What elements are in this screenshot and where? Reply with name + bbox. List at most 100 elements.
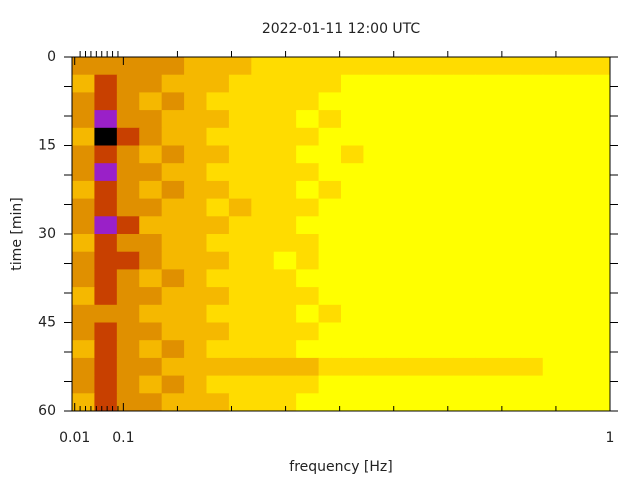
heatmap-cell bbox=[542, 287, 566, 306]
heatmap-cell bbox=[318, 375, 342, 394]
heatmap-cell bbox=[385, 92, 409, 111]
heatmap-cell bbox=[116, 216, 140, 235]
heatmap-cell bbox=[363, 110, 387, 129]
heatmap-cell bbox=[228, 74, 252, 93]
heatmap-cell bbox=[273, 216, 297, 235]
heatmap-cell bbox=[318, 269, 342, 288]
heatmap-cell bbox=[430, 57, 454, 76]
heatmap-cell bbox=[430, 145, 454, 164]
heatmap-cell bbox=[453, 393, 476, 412]
heatmap-cell bbox=[453, 57, 476, 76]
heatmap-cell bbox=[296, 198, 320, 217]
heatmap-cell bbox=[542, 74, 566, 93]
heatmap-cell bbox=[94, 110, 118, 129]
heatmap-cell bbox=[453, 127, 476, 146]
heatmap-cell bbox=[161, 269, 185, 288]
heatmap-cell bbox=[318, 74, 342, 93]
heatmap-cell bbox=[341, 269, 364, 288]
heatmap-cell bbox=[520, 340, 544, 359]
heatmap-cell bbox=[206, 180, 230, 200]
heatmap-cell bbox=[430, 216, 454, 235]
heatmap-cell bbox=[318, 163, 342, 182]
heatmap-cell bbox=[497, 269, 521, 288]
heatmap-cell bbox=[453, 234, 476, 253]
heatmap-cell bbox=[184, 375, 207, 394]
heatmap-cell bbox=[318, 127, 342, 146]
heatmap-cell bbox=[341, 163, 364, 182]
y-tick-label: 15 bbox=[38, 138, 56, 154]
heatmap-cell bbox=[363, 393, 387, 412]
heatmap-cell bbox=[587, 375, 611, 394]
heatmap-cell bbox=[520, 304, 544, 323]
heatmap-cell bbox=[341, 340, 364, 359]
heatmap-cell bbox=[385, 216, 409, 235]
heatmap-cell bbox=[542, 269, 566, 288]
heatmap-cell bbox=[273, 234, 297, 253]
heatmap-cell bbox=[228, 110, 252, 129]
heatmap-cell bbox=[497, 393, 521, 412]
heatmap-cell bbox=[475, 322, 499, 341]
heatmap-cell bbox=[430, 110, 454, 129]
heatmap-cell bbox=[273, 92, 297, 111]
heatmap-cell bbox=[565, 340, 589, 359]
heatmap-cell bbox=[453, 110, 476, 129]
heatmap-cell bbox=[228, 127, 252, 146]
heatmap-cell bbox=[184, 322, 207, 341]
heatmap-cell bbox=[72, 110, 95, 129]
heatmap-cell bbox=[520, 127, 544, 146]
heatmap-cell bbox=[475, 251, 499, 270]
heatmap-cell bbox=[341, 234, 364, 253]
heatmap-cell bbox=[161, 127, 185, 146]
heatmap-cell bbox=[475, 74, 499, 93]
heatmap-cell bbox=[430, 74, 454, 93]
heatmap-cell bbox=[497, 304, 521, 323]
heatmap-cell bbox=[184, 74, 207, 93]
heatmap-cell bbox=[408, 216, 432, 235]
heatmap-cell bbox=[363, 74, 387, 93]
heatmap-cell bbox=[475, 340, 499, 359]
heatmap-cell bbox=[161, 216, 185, 235]
heatmap-cell bbox=[318, 357, 342, 377]
heatmap-cell bbox=[565, 393, 589, 412]
heatmap-cell bbox=[206, 57, 230, 76]
heatmap-cell bbox=[296, 163, 320, 182]
heatmap-cell bbox=[206, 92, 230, 111]
heatmap-cell bbox=[184, 393, 207, 412]
heatmap-cell bbox=[318, 304, 342, 323]
heatmap-cell bbox=[72, 304, 95, 323]
heatmap-cell bbox=[139, 180, 163, 200]
heatmap-cell bbox=[72, 269, 95, 288]
heatmap-cell bbox=[385, 180, 409, 200]
heatmap-cell bbox=[475, 357, 499, 377]
heatmap-cell bbox=[139, 92, 163, 111]
heatmap-cell bbox=[430, 357, 454, 377]
heatmap-cell bbox=[475, 145, 499, 164]
heatmap-cell bbox=[587, 92, 611, 111]
heatmap-cell bbox=[341, 216, 364, 235]
y-axis-label: time [min] bbox=[9, 197, 25, 270]
heatmap-cell bbox=[251, 393, 275, 412]
heatmap-cell bbox=[273, 357, 297, 377]
y-tick-label: 0 bbox=[47, 49, 56, 65]
heatmap-cell bbox=[273, 127, 297, 146]
heatmap-cell bbox=[363, 287, 387, 306]
heatmap-cell bbox=[497, 180, 521, 200]
heatmap-cell bbox=[430, 163, 454, 182]
heatmap-cell bbox=[94, 375, 118, 394]
heatmap-cell bbox=[565, 180, 589, 200]
heatmap-cell bbox=[116, 127, 140, 146]
heatmap-cell bbox=[206, 357, 230, 377]
heatmap-cell bbox=[184, 357, 207, 377]
heatmap-cell bbox=[363, 304, 387, 323]
heatmap-cell bbox=[184, 145, 207, 164]
heatmap-cell bbox=[139, 74, 163, 93]
heatmap-cell bbox=[497, 198, 521, 217]
heatmap-cell bbox=[430, 92, 454, 111]
heatmap-cell bbox=[318, 216, 342, 235]
heatmap-cell bbox=[453, 304, 476, 323]
heatmap-cell bbox=[161, 340, 185, 359]
heatmap-cell bbox=[251, 269, 275, 288]
heatmap-cell bbox=[228, 216, 252, 235]
heatmap-cell bbox=[430, 304, 454, 323]
heatmap-cell bbox=[497, 287, 521, 306]
